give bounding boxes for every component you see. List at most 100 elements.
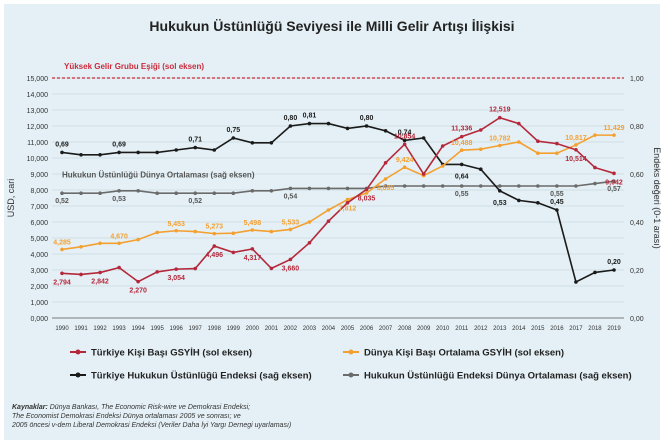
data-point-0 — [574, 147, 578, 152]
left-tick-label: 5,000 — [30, 236, 48, 243]
data-point-2 — [193, 145, 198, 150]
data-point-3 — [440, 184, 445, 188]
left-tick-label: 8,000 — [30, 188, 48, 195]
left-tick-label: 12,000 — [27, 124, 49, 131]
data-label-3: 0,52 — [55, 198, 69, 205]
data-point-3 — [478, 184, 483, 188]
data-point-0 — [326, 219, 331, 223]
data-label-1: 11,429 — [603, 125, 624, 132]
x-tick-label: 2009 — [417, 326, 431, 332]
x-tick-label: 2000 — [246, 326, 260, 332]
data-label-2: 0,80 — [360, 115, 374, 122]
data-point-3 — [593, 181, 597, 186]
data-label-0: 4,496 — [206, 252, 224, 259]
data-point-0 — [517, 121, 521, 126]
x-tick-label: 2017 — [569, 326, 583, 332]
data-point-3 — [60, 191, 64, 195]
sources-line-2: The Economist Demokrasi Endeksi Dünya or… — [12, 413, 241, 420]
data-point-1 — [402, 165, 407, 170]
x-tick-label: 1991 — [74, 326, 88, 332]
data-point-2 — [574, 280, 578, 284]
data-point-0 — [459, 134, 464, 139]
data-label-1: 5,453 — [167, 221, 185, 228]
data-label-2: 0,69 — [112, 141, 126, 148]
series-line-1 — [61, 134, 614, 251]
data-label-0: 11,336 — [451, 126, 472, 133]
x-tick-label: 2010 — [436, 326, 450, 332]
threshold-label: Yüksek Gelir Grubu Eşiği (sol eksen) — [64, 62, 204, 71]
data-point-0 — [174, 267, 179, 271]
data-point-3 — [231, 191, 236, 195]
data-point-2 — [79, 153, 83, 157]
data-point-3 — [345, 186, 350, 191]
left-tick-label: 9,000 — [30, 172, 48, 179]
right-tick-label: 0,80 — [630, 124, 644, 131]
x-tick-label: 1990 — [55, 326, 69, 332]
data-label-2: 0,64 — [455, 173, 469, 180]
data-point-0 — [79, 272, 83, 277]
data-point-3 — [497, 184, 502, 188]
data-point-1 — [212, 231, 217, 236]
data-point-2 — [421, 136, 426, 140]
data-point-2 — [536, 201, 540, 205]
legend-marker-2 — [75, 372, 81, 378]
data-point-3 — [269, 189, 274, 193]
data-point-1 — [345, 197, 350, 202]
data-point-0 — [212, 244, 217, 248]
sources-line-1: Dünya Bankası, The Economic Risk-wire ve… — [49, 404, 251, 411]
data-point-1 — [60, 247, 64, 252]
data-point-0 — [288, 257, 293, 262]
sources-heading: Kaynaklar: — [12, 404, 48, 411]
data-label-2: 0,74 — [398, 129, 412, 136]
data-point-2 — [364, 124, 369, 128]
data-label-3: 0,55 — [550, 191, 564, 198]
data-point-0 — [117, 265, 121, 270]
data-point-0 — [269, 266, 274, 271]
data-point-3 — [155, 191, 159, 195]
right-tick-label: 0,60 — [630, 172, 644, 179]
data-point-2 — [517, 198, 521, 203]
data-label-0: 3,054 — [167, 275, 185, 282]
data-point-2 — [612, 268, 616, 272]
data-point-0 — [231, 250, 236, 255]
data-point-3 — [459, 184, 464, 188]
data-point-3 — [79, 191, 83, 195]
x-tick-label: 2013 — [493, 326, 507, 332]
data-point-0 — [536, 139, 540, 143]
data-point-0 — [364, 187, 369, 192]
data-point-1 — [326, 208, 331, 212]
data-point-2 — [593, 270, 597, 275]
data-point-3 — [212, 191, 217, 195]
data-point-0 — [136, 279, 140, 284]
data-point-2 — [402, 138, 407, 143]
legend-label-1: Dünya Kişi Başı Ortalama GSYİH (sol ekse… — [364, 348, 564, 359]
x-tick-label: 2005 — [341, 326, 355, 332]
x-tick-label: 1994 — [131, 326, 145, 332]
data-label-1: 8,695 — [377, 185, 395, 192]
data-label-0: 12,519 — [489, 107, 511, 114]
data-label-2: 0,45 — [550, 199, 564, 206]
data-label-0: 4,317 — [244, 255, 262, 262]
data-label-3: 0,52 — [188, 198, 202, 205]
x-tick-label: 2012 — [474, 326, 488, 332]
x-tick-label: 2004 — [322, 326, 336, 332]
data-point-0 — [383, 161, 388, 165]
data-point-1 — [250, 228, 255, 232]
data-point-2 — [98, 153, 102, 157]
data-point-1 — [383, 177, 388, 181]
left-tick-label: 2,000 — [30, 284, 48, 291]
data-point-0 — [60, 271, 64, 276]
data-label-1: 7,812 — [339, 206, 357, 213]
data-point-3 — [250, 189, 255, 193]
data-point-3 — [174, 191, 179, 195]
right-tick-label: 0,20 — [630, 268, 644, 275]
left-tick-label: 13,000 — [27, 108, 49, 115]
data-label-2: 0,81 — [303, 113, 317, 120]
data-point-0 — [593, 165, 597, 170]
series-line-0 — [61, 116, 615, 283]
y-axis-left-title: USD, cari — [6, 179, 16, 218]
x-tick-label: 2001 — [265, 326, 279, 332]
data-point-3 — [98, 191, 102, 195]
data-label-0: 9,042 — [605, 179, 623, 186]
data-point-0 — [250, 247, 255, 251]
